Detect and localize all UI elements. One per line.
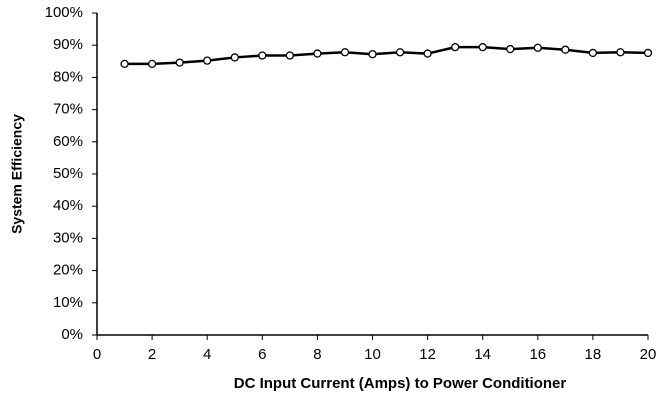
data-point xyxy=(203,56,212,65)
y-tick-label: 90% xyxy=(53,36,83,53)
data-point xyxy=(561,45,570,54)
data-point xyxy=(258,51,267,60)
x-tick-label: 4 xyxy=(203,346,211,363)
data-point xyxy=(147,59,157,69)
x-tick-label: 14 xyxy=(474,346,491,363)
x-tick-label: 20 xyxy=(640,346,657,363)
data-point xyxy=(506,44,515,54)
y-tick-label: 100% xyxy=(45,4,83,21)
data-point xyxy=(285,51,295,60)
x-tick-label: 2 xyxy=(148,346,156,363)
y-tick-label: 80% xyxy=(53,68,83,85)
data-point xyxy=(395,48,405,57)
data-point xyxy=(450,42,460,52)
data-point xyxy=(478,42,487,52)
data-point xyxy=(313,49,322,58)
x-tick-label: 12 xyxy=(419,346,436,363)
x-axis-label: DC Input Current (Amps) to Power Conditi… xyxy=(234,375,567,392)
x-tick-label: 6 xyxy=(258,346,266,363)
y-tick-label: 70% xyxy=(53,101,83,118)
x-tick-label: 8 xyxy=(313,346,321,363)
data-point xyxy=(533,43,542,52)
y-tick-label: 40% xyxy=(53,197,83,214)
x-tick-label: 18 xyxy=(585,346,602,363)
data-point xyxy=(340,48,350,57)
y-tick-label: 10% xyxy=(53,294,83,311)
data-point xyxy=(120,59,129,69)
y-tick-label: 0% xyxy=(61,326,83,343)
data-point xyxy=(175,58,184,67)
y-axis-label: System Efficiency xyxy=(9,114,25,234)
y-tick-label: 50% xyxy=(53,165,83,182)
x-tick-label: 0 xyxy=(93,346,101,363)
y-tick-label: 20% xyxy=(53,262,83,279)
series-line xyxy=(124,45,649,66)
data-point xyxy=(643,48,653,58)
data-point xyxy=(588,48,598,58)
data-point xyxy=(230,53,239,62)
x-tick-label: 16 xyxy=(529,346,546,363)
data-point xyxy=(616,48,625,57)
x-tick-label: 10 xyxy=(364,346,381,363)
y-tick-label: 60% xyxy=(53,133,83,150)
data-point xyxy=(368,50,377,59)
y-tick-label: 30% xyxy=(53,229,83,246)
data-point xyxy=(423,49,432,58)
